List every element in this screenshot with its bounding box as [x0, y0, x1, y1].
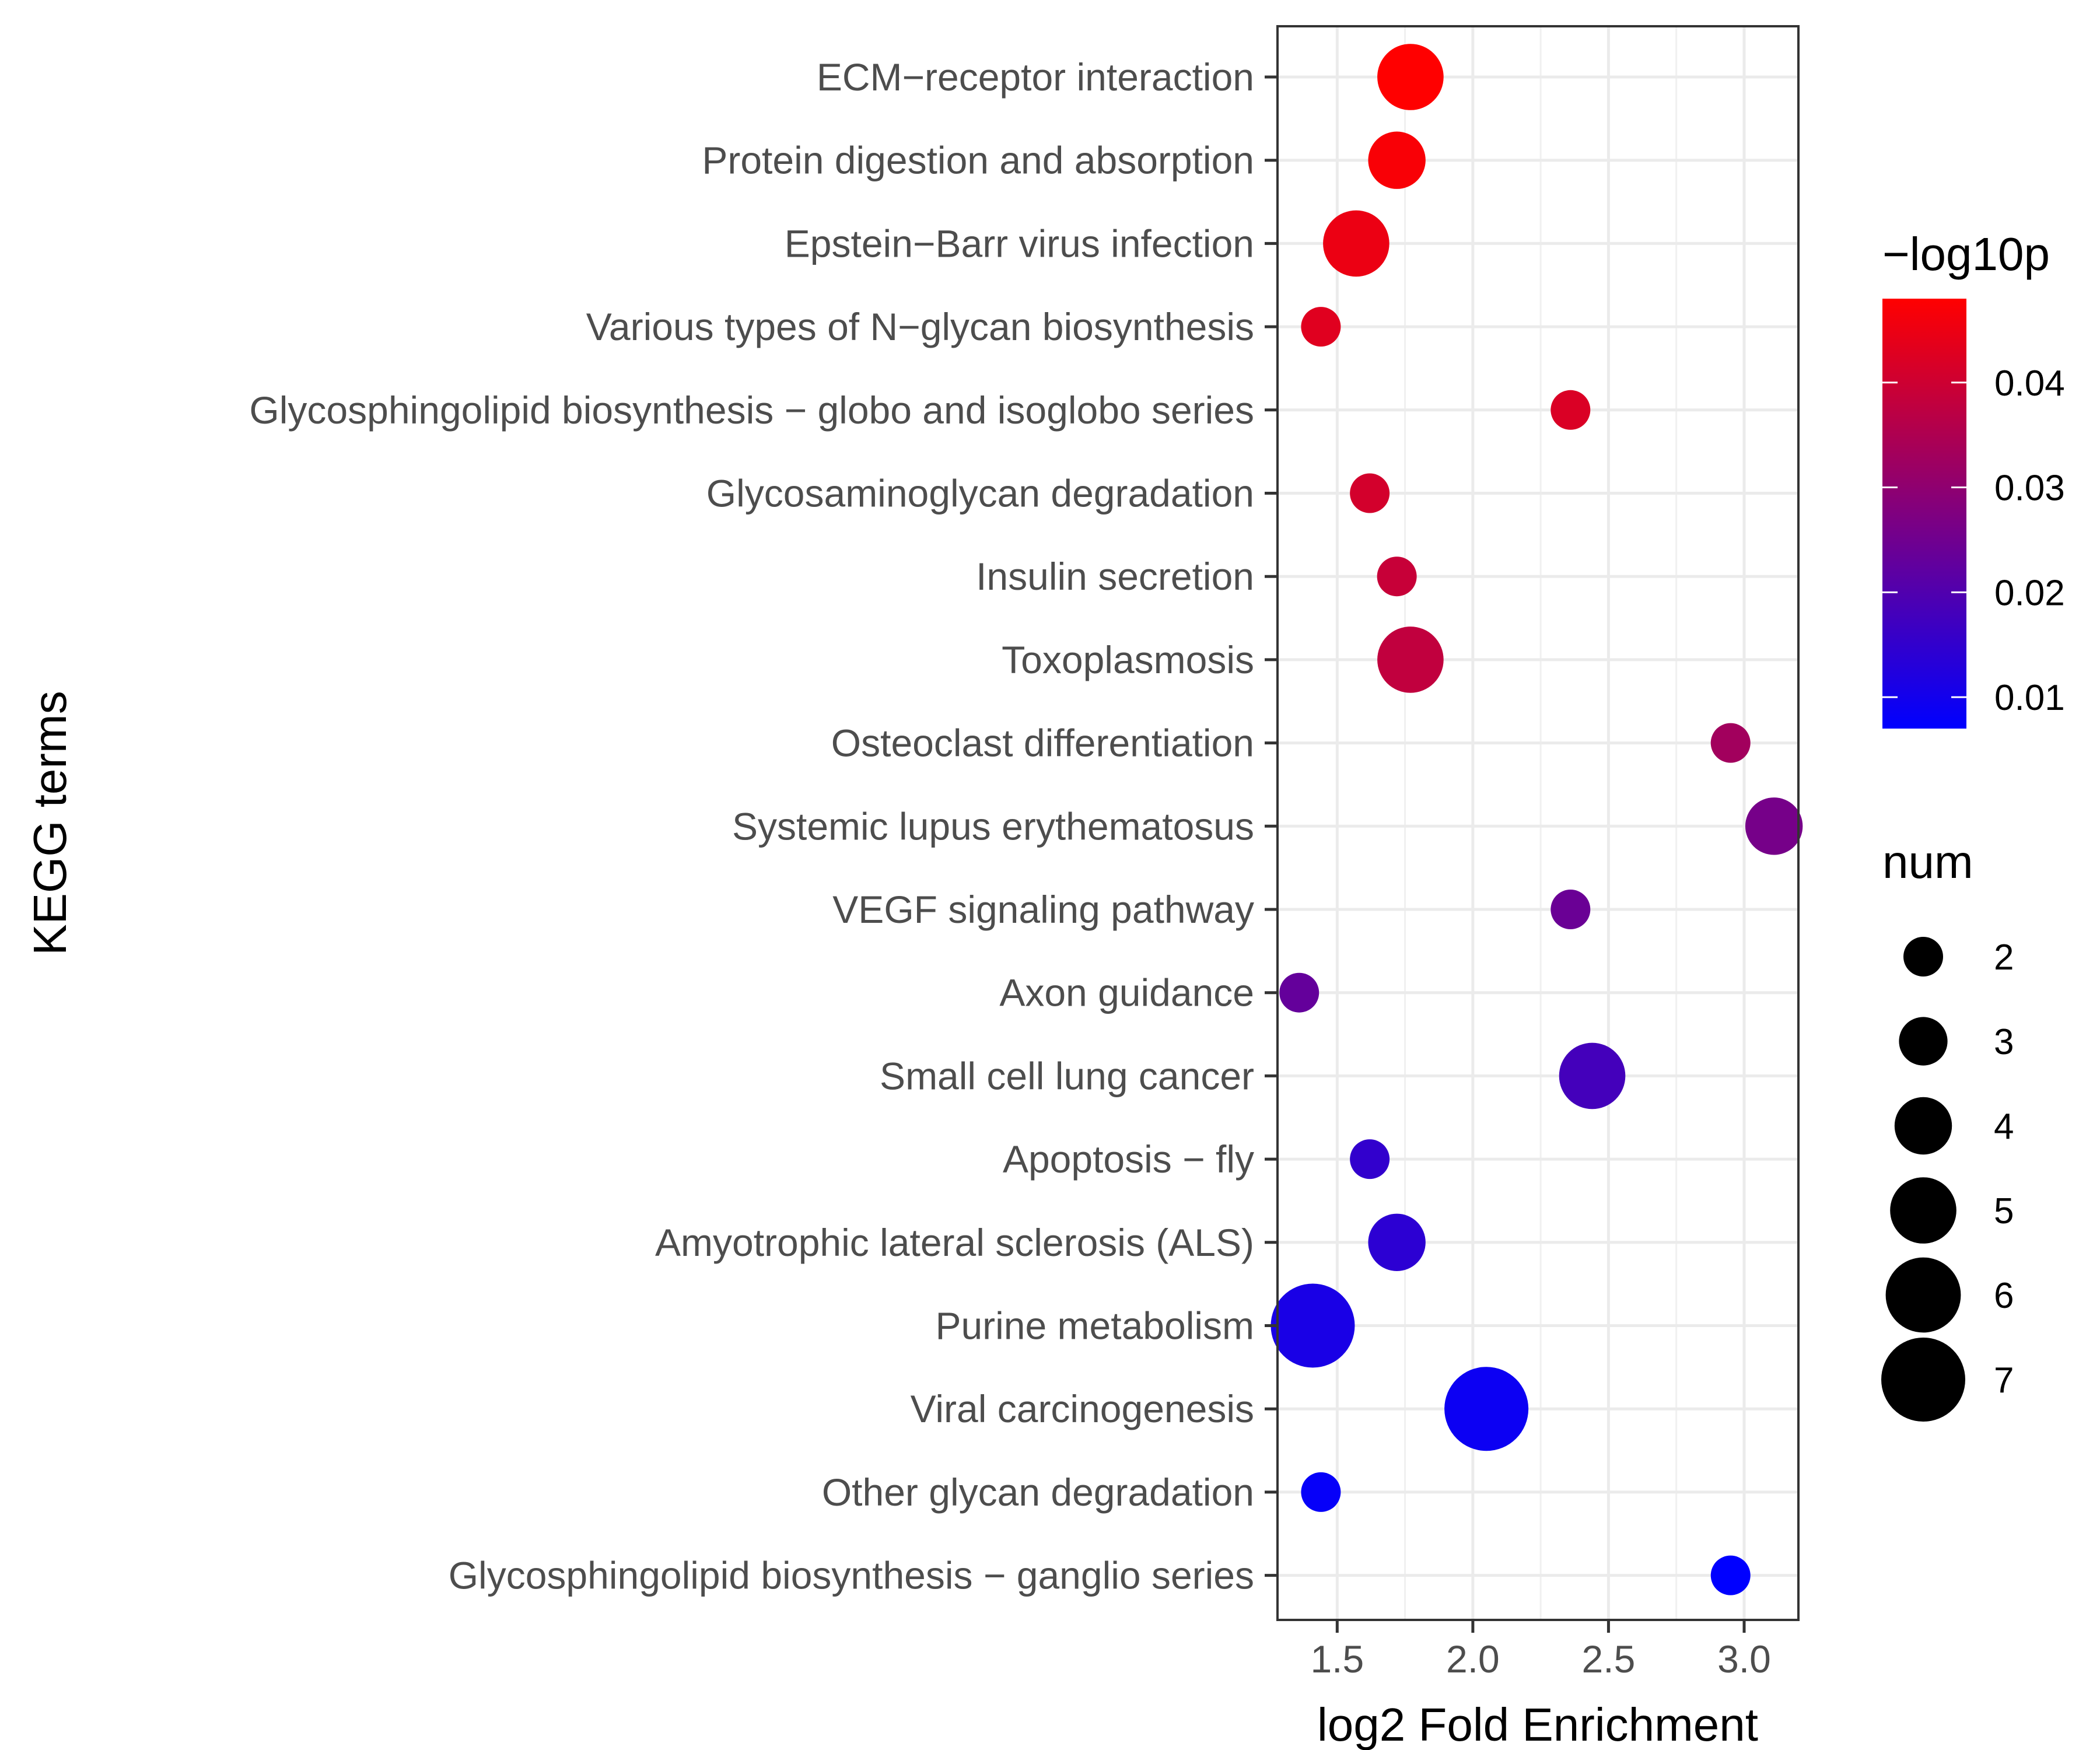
y-tick-label: Insulin secretion	[976, 555, 1254, 598]
y-tick-label: Protein digestion and absorption	[702, 139, 1254, 182]
data-point	[1444, 1367, 1529, 1451]
data-point	[1301, 307, 1341, 347]
data-point	[1377, 556, 1417, 597]
data-point	[1745, 797, 1803, 855]
data-point	[1710, 1555, 1751, 1595]
size-legend: num 2 3 4 5 6 7	[1881, 836, 2014, 1422]
y-tick-label: Apoptosis − fly	[1003, 1138, 1254, 1181]
data-point	[1559, 1042, 1626, 1110]
y-axis: ECM−receptor interaction Protein digestio…	[249, 55, 1278, 1597]
y-tick-label: VEGF signaling pathway	[832, 888, 1254, 931]
size-legend-key	[1894, 1097, 1952, 1155]
data-points	[1270, 44, 1803, 1595]
data-point	[1279, 972, 1320, 1013]
x-tick-label: 3.0	[1717, 1637, 1771, 1681]
y-tick-label: Glycosphingolipid biosynthesis − ganglio…	[449, 1554, 1254, 1597]
x-axis-title: log2 Fold Enrichment	[1317, 1699, 1758, 1750]
data-point	[1368, 131, 1426, 189]
size-legend-label: 6	[1994, 1276, 2014, 1316]
y-tick-label: Osteoclast differentiation	[831, 722, 1254, 765]
data-point	[1550, 390, 1591, 430]
colorbar-tick-label: 0.03	[1994, 468, 2065, 509]
colorbar-tick-label: 0.01	[1994, 678, 2065, 718]
data-point	[1368, 1213, 1426, 1271]
y-tick-label: Other glycan degradation	[822, 1471, 1254, 1514]
data-point	[1350, 473, 1390, 513]
color-legend-title: −log10p	[1882, 228, 2050, 280]
x-tick-label: 1.5	[1310, 1637, 1364, 1681]
y-tick-label: Toxoplasmosis	[1002, 638, 1254, 681]
y-tick-label: Epstein−Barr virus infection	[785, 222, 1254, 265]
y-tick-label: Purine metabolism	[935, 1304, 1254, 1348]
size-legend-key	[1899, 1017, 1948, 1066]
y-axis-title: KEGG terms	[24, 691, 76, 955]
size-legend-label: 3	[1994, 1022, 2014, 1062]
size-legend-key	[1890, 1177, 1957, 1244]
y-tick-label: Amyotrophic lateral sclerosis (ALS)	[655, 1221, 1254, 1264]
colorbar	[1882, 299, 1966, 729]
y-tick-label: Small cell lung cancer	[880, 1054, 1254, 1097]
data-point	[1323, 210, 1390, 277]
size-legend-keys: 2 3 4 5 6 7	[1881, 937, 2014, 1422]
x-axis: 1.5 2.0 2.5 3.0	[1310, 1620, 1771, 1681]
colorbar-ticks: 0.01 0.02 0.03 0.04	[1882, 363, 2065, 718]
x-tick-label: 2.0	[1446, 1637, 1500, 1681]
y-tick-label: ECM−receptor interaction	[817, 55, 1254, 99]
y-tick-label: Various types of N−glycan biosynthesis	[586, 305, 1254, 348]
colorbar-tick-label: 0.04	[1994, 363, 2065, 404]
y-tick-label: Glycosaminoglycan degradation	[706, 472, 1254, 515]
data-point	[1377, 626, 1444, 693]
data-point	[1710, 723, 1751, 763]
size-legend-title: num	[1882, 836, 1973, 888]
size-legend-key	[1881, 1338, 1965, 1422]
size-legend-label: 4	[1994, 1107, 2014, 1147]
y-tick-label: Axon guidance	[999, 971, 1254, 1014]
colorbar-tick-label: 0.02	[1994, 573, 2065, 613]
size-legend-key	[1885, 1257, 1961, 1333]
plot-panel-border	[1276, 25, 1800, 1621]
data-point	[1377, 44, 1444, 110]
size-legend-label: 2	[1994, 937, 2014, 978]
data-point	[1350, 1139, 1390, 1180]
x-tick-label: 2.5	[1582, 1637, 1636, 1681]
data-point	[1270, 1283, 1355, 1368]
data-point	[1550, 890, 1591, 929]
size-legend-label: 5	[1994, 1191, 2014, 1231]
color-legend: −log10p 0.01 0.02 0.03 0.04	[1882, 228, 2065, 729]
size-legend-label: 7	[1994, 1360, 2014, 1401]
data-point	[1301, 1472, 1341, 1512]
y-tick-label: Viral carcinogenesis	[911, 1387, 1254, 1430]
y-tick-label: Glycosphingolipid biosynthesis − globo a…	[249, 388, 1254, 432]
y-tick-label: Systemic lupus erythematosus	[732, 804, 1254, 848]
size-legend-key	[1903, 937, 1943, 977]
